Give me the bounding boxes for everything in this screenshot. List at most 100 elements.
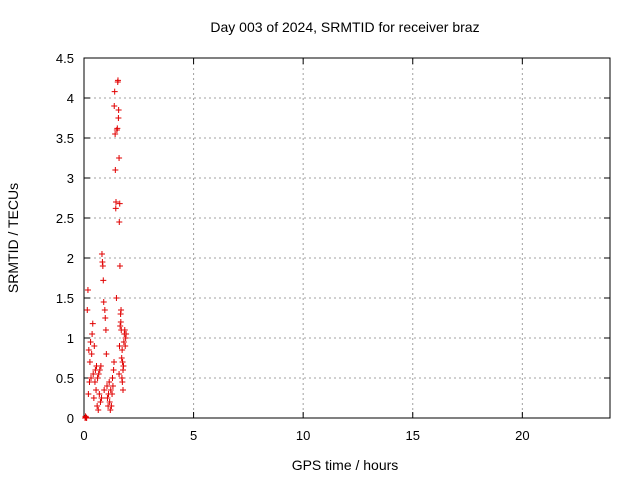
- axes: [83, 57, 611, 419]
- data-point: [120, 339, 127, 345]
- data-point: [120, 387, 127, 393]
- data-point: [99, 263, 106, 269]
- y-tick-label: 3.5: [56, 131, 74, 146]
- data-point: [116, 371, 123, 377]
- data-point: [109, 391, 116, 397]
- y-tick-label: 0: [67, 411, 74, 426]
- data-point: [116, 343, 123, 349]
- data-point: [121, 327, 128, 333]
- data-point: [109, 375, 116, 381]
- data-point: [107, 387, 114, 393]
- data-point: [122, 343, 129, 349]
- tick-labels: 0 0.5 1 1.5 2 2.5 3 3.5 4 4.5 0 5 10 15 20: [56, 51, 530, 443]
- data-point: [106, 379, 113, 385]
- data-point: [112, 131, 119, 137]
- y-tick-label: 1: [67, 331, 74, 346]
- data-point: [111, 103, 118, 109]
- data-point: [107, 407, 114, 413]
- data-point: [93, 387, 100, 393]
- y-tick-label: 1.5: [56, 291, 74, 306]
- data-point: [95, 371, 102, 377]
- x-tick-label: 15: [406, 428, 420, 443]
- data-point: [102, 315, 109, 321]
- data-point: [86, 359, 93, 365]
- data-point: [94, 375, 101, 381]
- grid-lines: [84, 58, 610, 418]
- chart-title: Day 003 of 2024, SRMTID for receiver bra…: [210, 19, 479, 35]
- data-point: [115, 107, 122, 113]
- plot-frame: [83, 57, 611, 419]
- data-point: [85, 347, 92, 353]
- data-point: [111, 88, 118, 95]
- data-point: [114, 77, 121, 84]
- data-point: [104, 395, 111, 401]
- data-point: [100, 299, 107, 305]
- data-point: [85, 391, 92, 397]
- data-point: [115, 115, 122, 121]
- data-point: [82, 414, 89, 421]
- data-point: [102, 327, 109, 333]
- data-point: [89, 320, 96, 327]
- data-points: [82, 77, 130, 421]
- data-point: [101, 307, 108, 313]
- data-point: [84, 307, 91, 313]
- data-point: [90, 395, 97, 401]
- data-point: [116, 200, 123, 207]
- data-point: [88, 351, 95, 357]
- x-axis-label: GPS time / hours: [292, 457, 399, 473]
- data-point: [119, 347, 126, 353]
- data-point: [95, 407, 102, 413]
- data-point: [103, 351, 110, 357]
- data-point: [123, 331, 130, 337]
- data-point: [118, 375, 125, 381]
- data-point: [109, 383, 116, 389]
- data-point: [91, 343, 98, 349]
- data-point: [83, 415, 90, 421]
- y-tick-label: 0.5: [56, 371, 74, 386]
- data-point: [110, 367, 117, 373]
- data-point: [112, 205, 119, 212]
- data-point: [114, 125, 121, 132]
- data-point: [106, 399, 113, 405]
- data-point: [87, 339, 94, 345]
- data-point: [116, 219, 123, 225]
- data-point: [98, 395, 105, 401]
- data-point: [111, 359, 118, 365]
- data-point: [97, 363, 104, 369]
- data-point: [90, 371, 97, 377]
- data-point: [89, 331, 96, 337]
- data-point: [96, 391, 103, 397]
- data-point: [112, 199, 119, 205]
- data-point: [96, 367, 103, 373]
- data-point: [108, 403, 115, 409]
- y-tick-label: 4.5: [56, 51, 74, 66]
- x-tick-label: 20: [515, 428, 529, 443]
- data-point: [118, 355, 125, 361]
- data-point: [113, 295, 120, 301]
- data-point: [116, 263, 123, 269]
- data-point: [86, 379, 93, 385]
- y-tick-label: 2.5: [56, 211, 74, 226]
- data-point: [116, 155, 123, 161]
- data-point: [117, 319, 124, 325]
- y-tick-label: 2: [67, 251, 74, 266]
- data-point: [91, 379, 98, 385]
- data-point: [112, 167, 119, 173]
- x-tick-label: 0: [80, 428, 87, 443]
- data-point: [98, 251, 105, 257]
- data-point: [88, 375, 95, 381]
- data-point: [118, 307, 125, 313]
- data-point: [100, 277, 107, 284]
- data-point: [94, 403, 101, 409]
- y-tick-label: 3: [67, 171, 74, 186]
- data-point: [97, 399, 104, 405]
- data-point: [104, 383, 111, 389]
- data-point: [101, 387, 108, 393]
- data-point: [117, 323, 124, 329]
- data-point: [119, 359, 126, 365]
- x-tick-label: 5: [190, 428, 197, 443]
- data-point: [120, 363, 127, 369]
- x-tick-label: 10: [296, 428, 310, 443]
- y-axis-label: SRMTID / TECUs: [5, 183, 21, 293]
